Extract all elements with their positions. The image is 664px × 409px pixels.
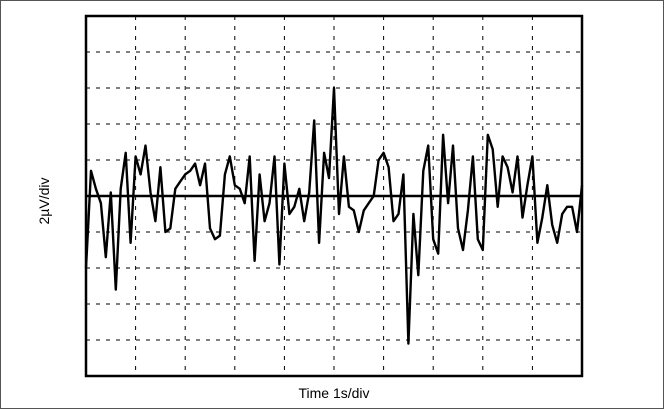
y-axis-label: 2µV/div [36,177,52,225]
x-axis-label: Time 1s/div [298,385,370,401]
signal-trace [84,86,584,345]
plot-border [84,14,584,378]
